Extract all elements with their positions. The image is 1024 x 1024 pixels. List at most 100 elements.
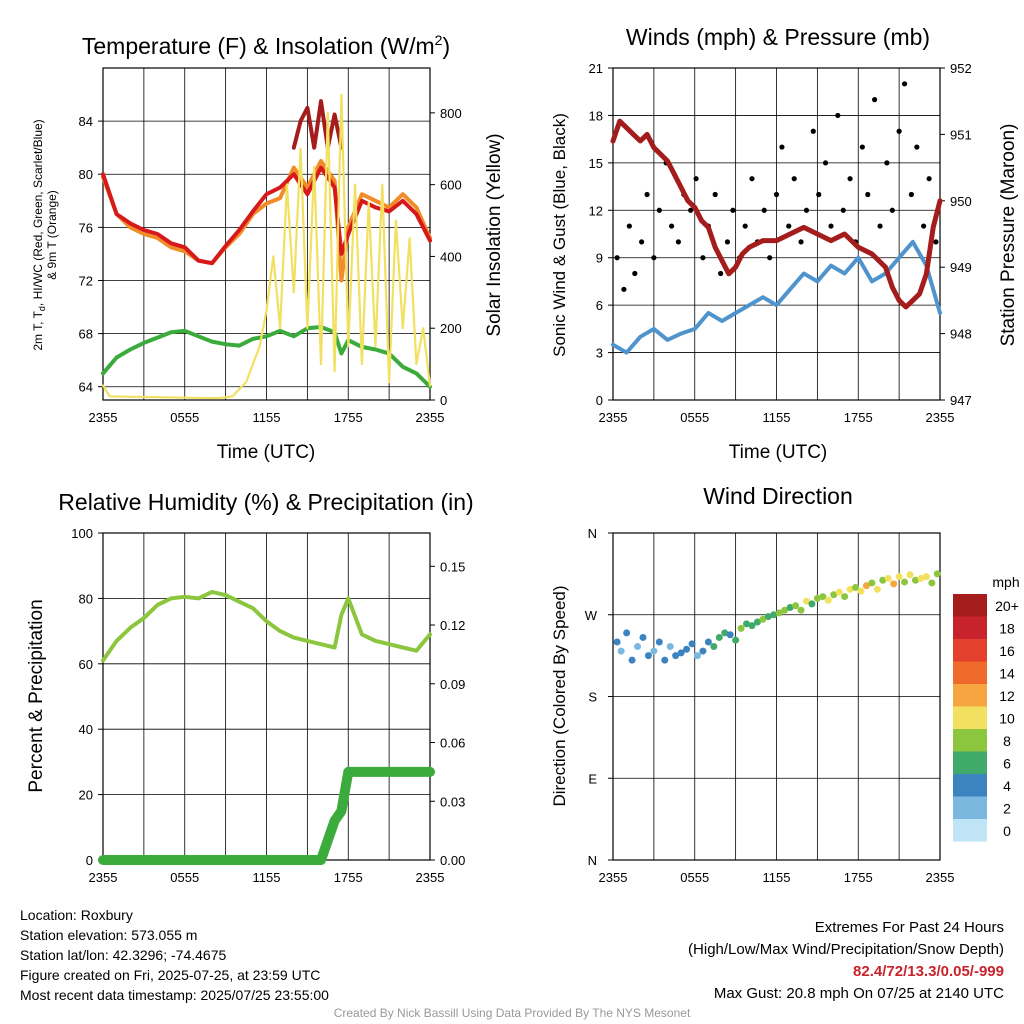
gust-point: [712, 191, 718, 198]
elevation-text: Station elevation: 573.055 m: [20, 927, 198, 943]
direction-point: [824, 596, 832, 604]
winds-frame: [612, 67, 941, 401]
direction-point: [868, 579, 876, 587]
precip-ytick2: 0.00: [440, 853, 465, 868]
humidity-xtick: 1155: [253, 870, 281, 885]
temperature-xtick: 2355: [89, 410, 118, 425]
gust-point: [626, 223, 632, 229]
direction-point: [634, 643, 642, 651]
direction-xtick: 2355: [599, 870, 628, 885]
gust-point: [840, 207, 846, 213]
pressure-ytick2: 947: [950, 393, 972, 408]
direction-point: [792, 602, 800, 610]
gust-point: [767, 255, 773, 261]
humidity-xtick: 2355: [89, 870, 118, 885]
gust-point: [761, 207, 767, 213]
winds-title: Winds (mph) & Pressure (mb): [626, 24, 930, 50]
direction-point: [922, 573, 930, 581]
legend-swatch: [953, 616, 987, 639]
pressure-ytick2: 949: [950, 260, 972, 275]
insolation-ytick2: 600: [440, 178, 462, 193]
gust-point: [632, 270, 638, 277]
temperature-panel: Temperature (F) & Insolation (W/m2) 2m T…: [31, 32, 505, 463]
legend-label: 6: [1003, 756, 1011, 772]
gust-point: [926, 176, 932, 182]
direction-point: [917, 574, 925, 582]
gust-point: [877, 223, 883, 229]
temperature-xtick: 0555: [170, 410, 199, 425]
gust-point: [688, 207, 694, 213]
gust-point: [791, 176, 797, 182]
gust-point: [933, 239, 939, 245]
pressure-line: [610, 118, 943, 310]
direction-point: [797, 606, 805, 614]
winds-xtick: 0555: [680, 410, 709, 425]
extremes-info: Extremes For Past 24 Hours (High/Low/Max…: [688, 917, 1004, 1005]
insolation-ytick2: 0: [440, 393, 447, 408]
pressure-ytick2: 950: [950, 194, 972, 209]
gust-point: [718, 270, 724, 277]
gust-point: [908, 191, 914, 198]
precip-ytick2: 0.03: [440, 794, 465, 809]
precip-ytick2: 0.09: [440, 677, 465, 692]
direction-point: [710, 643, 718, 651]
temperature-series-4: [101, 93, 432, 400]
extremes-title: Extremes For Past 24 Hours: [814, 919, 1004, 936]
pressure-ylabel: Station Pressure (Maroon): [998, 124, 1019, 347]
station-info: Location: Roxbury Station elevation: 573…: [20, 905, 329, 1005]
direction-point: [835, 588, 843, 596]
direction-point: [819, 593, 827, 601]
legend-label: 0: [1003, 823, 1011, 839]
temperature-series-2: [101, 165, 432, 266]
legend-label: 14: [999, 666, 1015, 682]
extremes-values: 82.4/72/13.3/0.05/-999: [853, 963, 1004, 980]
temperature-ytick: 72: [79, 273, 93, 288]
direction-point: [743, 620, 751, 628]
insolation-ylabel: Solar Insolation (Yellow): [484, 133, 505, 336]
gust-point: [914, 144, 920, 150]
direction-point: [693, 652, 701, 660]
temperature-xtick: 1155: [253, 410, 281, 425]
temperature-series-0: [291, 99, 344, 150]
direction-xtick: 2355: [926, 870, 955, 885]
gust-point: [859, 144, 865, 150]
direction-point: [683, 645, 691, 653]
max-gust-text: Max Gust: 20.8 mph On 07/25 at 2140 UTC: [713, 985, 1004, 1002]
precip-ytick2: 0.15: [440, 559, 465, 574]
temperature-ylabel-line1: 2m T, Td, HI/WC (Red, Green, Scarlet/Blu…: [31, 119, 47, 350]
winds-ytick: 0: [596, 393, 603, 408]
gust-point: [644, 191, 650, 198]
gust-point: [816, 191, 822, 198]
gust-point: [621, 286, 627, 292]
direction-ytick: E: [588, 771, 597, 786]
temperature-series-1: [101, 159, 432, 283]
gust-point: [614, 255, 620, 261]
legend-label: 8: [1003, 733, 1011, 749]
direction-point: [813, 594, 821, 602]
gust-point: [901, 81, 908, 87]
winds-ylabel: Sonic Wind & Gust (Blue, Black): [550, 113, 569, 357]
temperature-xtick: 2355: [416, 410, 445, 425]
gust-point: [724, 239, 731, 245]
direction-point: [661, 656, 669, 664]
direction-point: [613, 638, 621, 646]
direction-point: [715, 633, 723, 641]
gust-point: [798, 239, 804, 245]
legend-label: 10: [999, 711, 1015, 727]
direction-point: [786, 603, 794, 611]
direction-point: [928, 579, 936, 587]
credit-text: Created By Nick Bassill Using Data Provi…: [333, 1006, 691, 1020]
gust-point: [742, 223, 748, 229]
direction-point: [852, 584, 860, 591]
created-text: Figure created on Fri, 2025-07-25, at 23…: [20, 967, 321, 983]
gust-point: [810, 128, 816, 134]
humidity-ytick: 20: [79, 788, 93, 803]
humidity-ytick: 0: [86, 853, 93, 868]
direction-point: [677, 649, 685, 657]
winds-ytick: 12: [589, 203, 603, 218]
legend-swatch: [953, 729, 987, 752]
temperature-ylabel-line2: & 9m T (Orange): [45, 190, 59, 280]
gust-point: [700, 255, 706, 261]
gust-point: [639, 239, 645, 245]
direction-point: [617, 647, 625, 655]
